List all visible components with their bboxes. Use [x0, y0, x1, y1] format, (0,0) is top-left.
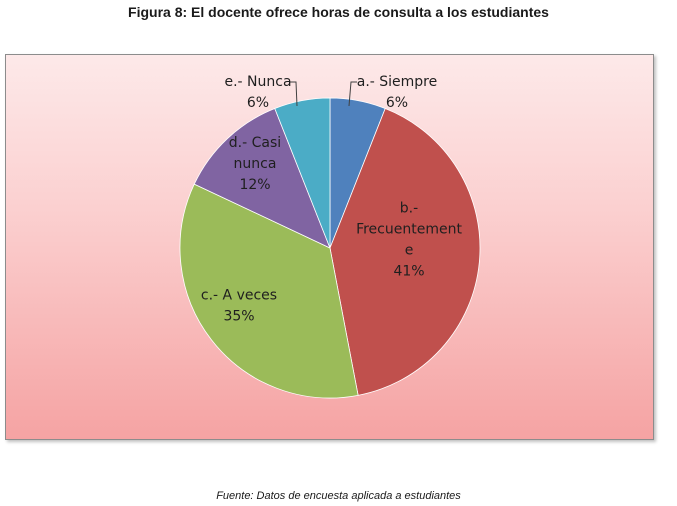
pie-slice-c-a-veces: [179, 183, 359, 399]
data-label: b.-Frecuentement e 41%: [356, 201, 462, 280]
pie-slice-e-nunca: [274, 97, 331, 249]
leader-line: [290, 81, 298, 107]
leader-line: [348, 81, 357, 107]
data-label: a.- Siempre 6%: [357, 74, 438, 111]
pie-slice-b-frecuentemente: [329, 108, 481, 396]
pie-slices: [179, 97, 481, 399]
pie-slice-d-casi-nunca: [193, 108, 331, 249]
data-label: d.- Casi nunca 12%: [229, 135, 281, 193]
figure-title: Figura 8: El docente ofrece horas de con…: [128, 4, 549, 20]
pie-chart: a.- Siempre 6% b.-Frecuentement e 41% c.- A v…: [179, 74, 481, 399]
data-label: c.- A veces 35%: [201, 288, 277, 325]
leader-lines: [290, 81, 357, 107]
figure-source: Fuente: Datos de encuesta aplicada a est…: [216, 490, 461, 502]
data-label: e.- Nunca 6%: [224, 74, 291, 111]
chart-area: a.- Siempre 6% b.-Frecuentement e 41% c.- A v…: [5, 54, 654, 440]
data-labels: a.- Siempre 6% b.-Frecuentement e 41% c.- A v…: [201, 74, 463, 325]
